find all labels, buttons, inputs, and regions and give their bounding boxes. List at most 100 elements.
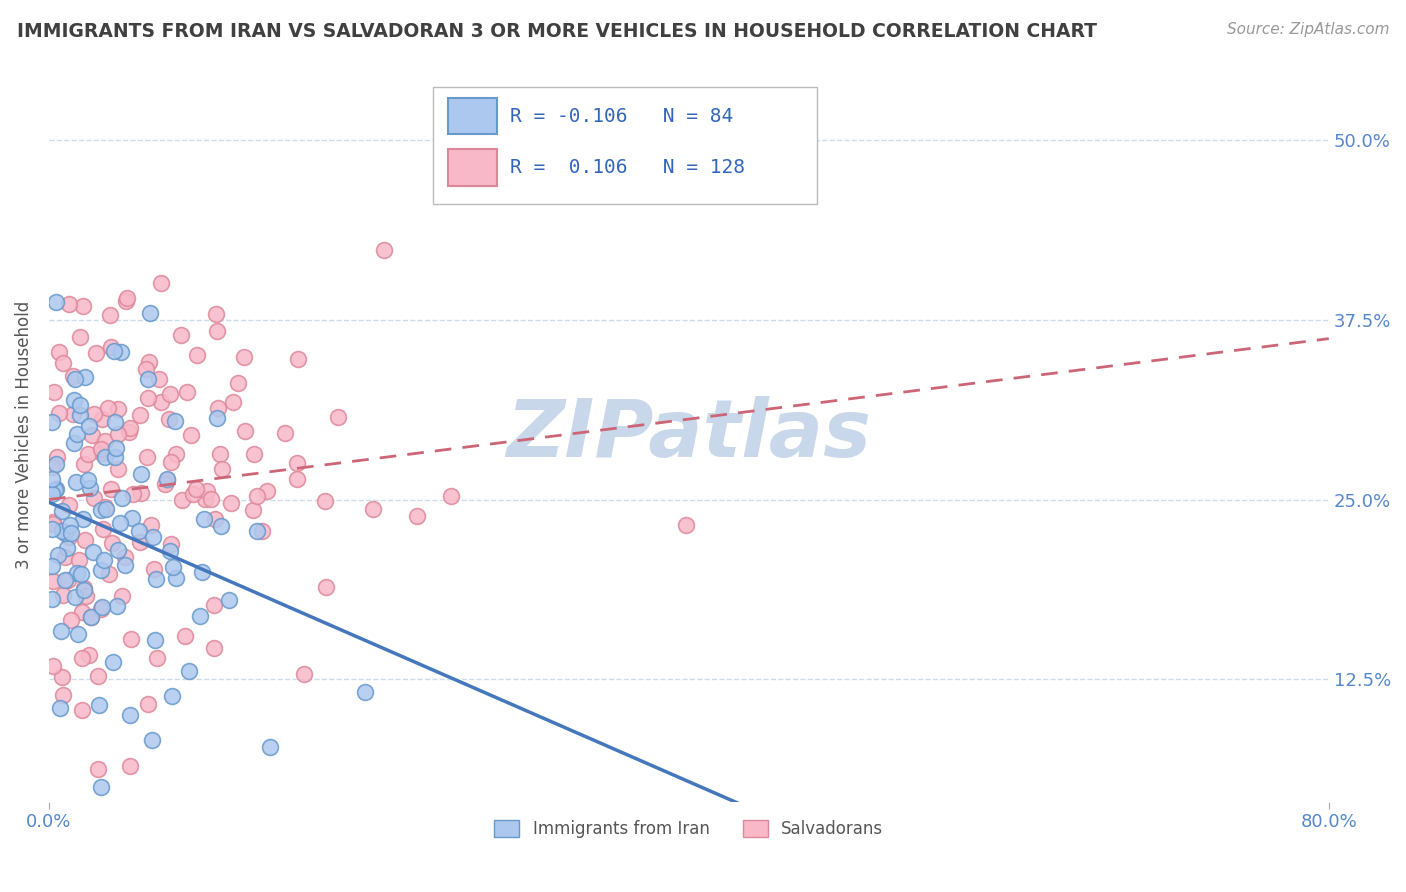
Point: [76, 447, 98, 461]
Point: [66, 427, 89, 442]
Point: [128, 524, 150, 539]
Point: [107, 401, 129, 416]
Point: [122, 487, 145, 501]
Point: [49, 701, 72, 715]
Text: R = -0.106   N = 84: R = -0.106 N = 84: [510, 107, 733, 126]
Point: [83, 407, 105, 421]
Point: [287, 456, 309, 470]
Point: [105, 599, 128, 613]
Point: [209, 519, 232, 533]
Point: [94, 450, 117, 464]
Point: [45, 482, 67, 496]
Point: [90, 442, 112, 456]
Point: [100, 482, 122, 496]
Point: [53, 549, 76, 564]
Point: [354, 685, 377, 699]
Point: [56, 573, 79, 587]
Point: [121, 511, 143, 525]
Point: [205, 306, 228, 320]
Point: [209, 447, 232, 461]
Point: [98, 567, 121, 582]
Point: [59, 526, 82, 541]
Point: [194, 491, 217, 506]
Point: [136, 392, 159, 406]
Point: [373, 244, 395, 258]
Legend: Immigrants from Iran, Salvadorans: Immigrants from Iran, Salvadorans: [488, 813, 890, 845]
Point: [90, 563, 112, 577]
Point: [138, 355, 160, 369]
Point: [79, 610, 101, 624]
Point: [93, 553, 115, 567]
Point: [180, 428, 202, 442]
Point: [160, 689, 183, 703]
Point: [60, 613, 83, 627]
Point: [246, 489, 269, 503]
Point: [90, 602, 112, 616]
Point: [87, 698, 110, 713]
Point: [91, 446, 114, 460]
Point: [118, 758, 141, 772]
Point: [67, 553, 90, 567]
Point: [205, 411, 228, 425]
Point: [149, 276, 172, 290]
Point: [45, 450, 67, 464]
Point: [118, 421, 141, 435]
Point: [51, 504, 73, 518]
Point: [58, 498, 80, 512]
Point: [285, 472, 308, 486]
Point: [145, 572, 167, 586]
Point: [139, 518, 162, 533]
Point: [204, 511, 226, 525]
Point: [176, 385, 198, 400]
Point: [59, 518, 82, 533]
Point: [69, 398, 91, 412]
Point: [93, 522, 115, 536]
Point: [149, 395, 172, 409]
Point: [118, 425, 141, 440]
Point: [157, 411, 180, 425]
Point: [159, 536, 181, 550]
Point: [52, 356, 75, 370]
Point: [77, 648, 100, 662]
FancyBboxPatch shape: [449, 149, 496, 186]
Point: [91, 411, 114, 425]
Point: [65, 475, 87, 489]
Point: [118, 708, 141, 723]
Point: [202, 641, 225, 656]
Point: [228, 376, 250, 390]
Point: [66, 626, 89, 640]
Point: [97, 401, 120, 416]
Point: [156, 472, 179, 486]
Text: R =  0.106   N = 128: R = 0.106 N = 128: [510, 158, 745, 177]
Point: [73, 581, 96, 595]
Point: [80, 428, 103, 442]
Point: [129, 408, 152, 422]
Text: Source: ZipAtlas.com: Source: ZipAtlas.com: [1226, 22, 1389, 37]
Point: [207, 324, 229, 338]
Point: [41, 592, 63, 607]
Point: [41, 487, 63, 501]
Point: [90, 780, 112, 795]
Point: [107, 426, 129, 441]
Point: [221, 496, 243, 510]
Point: [190, 608, 212, 623]
Point: [107, 461, 129, 475]
Point: [77, 473, 100, 487]
Point: [103, 344, 125, 359]
Point: [115, 294, 138, 309]
Point: [58, 529, 80, 543]
Point: [72, 299, 94, 313]
Point: [41, 523, 63, 537]
Point: [165, 571, 187, 585]
Point: [202, 599, 225, 613]
Point: [148, 372, 170, 386]
Point: [103, 416, 125, 430]
Point: [274, 426, 297, 441]
Point: [63, 436, 86, 450]
Point: [111, 589, 134, 603]
Point: [159, 387, 181, 401]
Point: [51, 670, 73, 684]
Point: [162, 559, 184, 574]
Point: [62, 369, 84, 384]
Point: [159, 543, 181, 558]
